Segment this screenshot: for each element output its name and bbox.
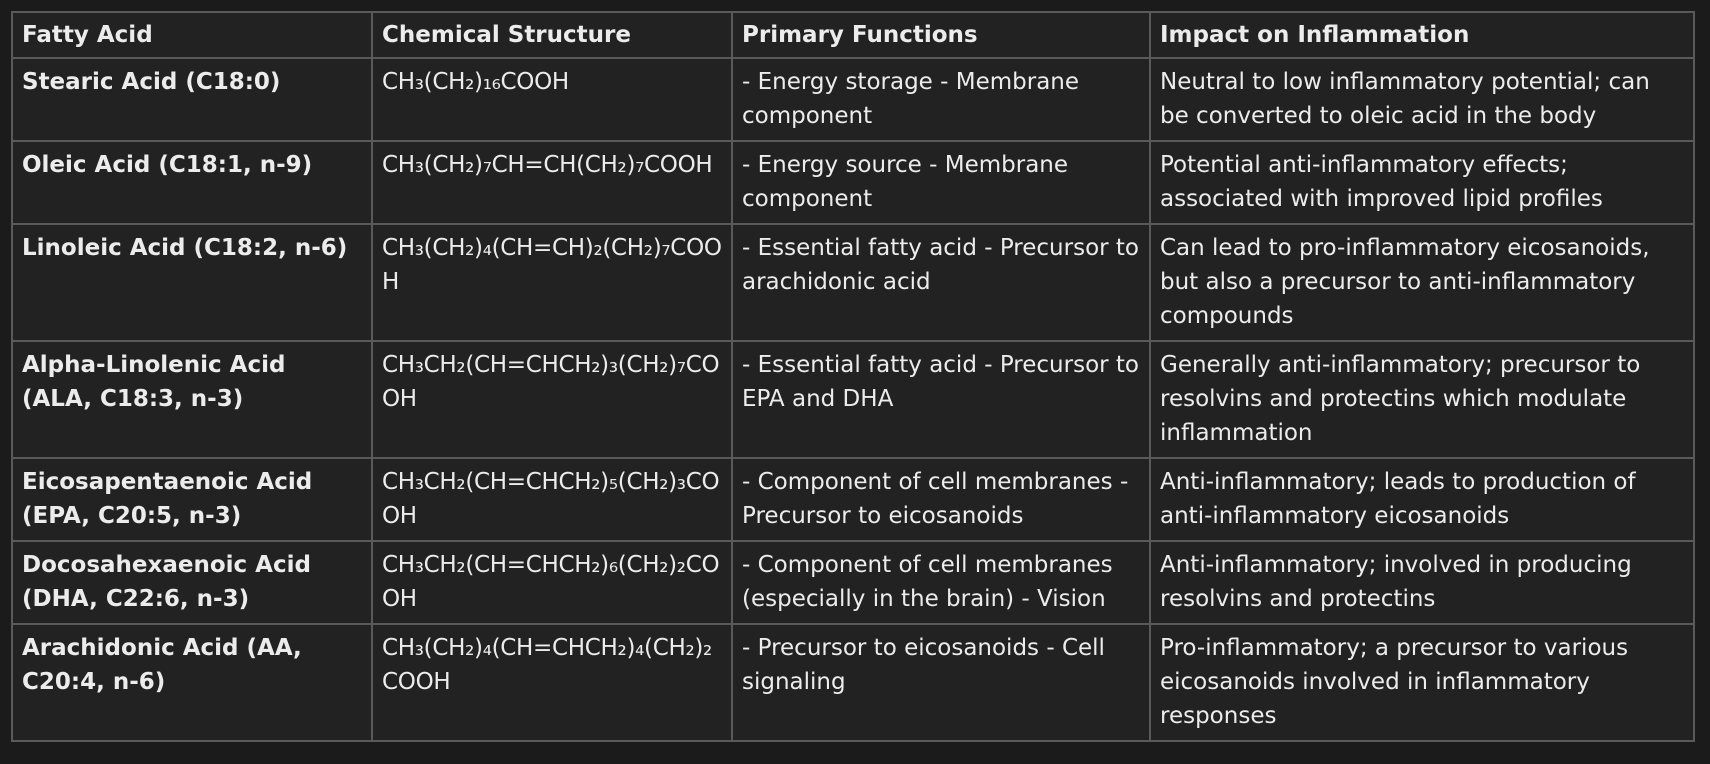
header-chemical-structure: Chemical Structure xyxy=(371,11,733,59)
impact-cell: Generally anti-inflammatory; precursor t… xyxy=(1149,340,1695,459)
impact-cell: Anti-inflammatory; leads to production o… xyxy=(1149,457,1695,542)
impact-cell: Neutral to low inflammatory potential; c… xyxy=(1149,57,1695,142)
structure-cell: CH₃(CH₂)₄(CH=CHCH₂)₄(CH₂)₂COOH xyxy=(371,623,733,742)
fatty-acid-cell: Eicosapentaenoic Acid (EPA, C20:5, n-3) xyxy=(11,457,373,542)
fatty-acid-cell: Alpha-Linolenic Acid (ALA, C18:3, n-3) xyxy=(11,340,373,459)
table-row: Stearic Acid (C18:0) CH₃(CH₂)₁₆COOH - En… xyxy=(11,57,1695,142)
fatty-acid-cell: Docosahexaenoic Acid (DHA, C22:6, n-3) xyxy=(11,540,373,625)
header-row: Fatty Acid Chemical Structure Primary Fu… xyxy=(11,11,1695,59)
fatty-acid-table: Fatty Acid Chemical Structure Primary Fu… xyxy=(11,11,1695,742)
functions-cell: - Component of cell membranes (especiall… xyxy=(731,540,1151,625)
table-row: Arachidonic Acid (AA, C20:4, n-6) CH₃(CH… xyxy=(11,623,1695,742)
fatty-acid-cell: Stearic Acid (C18:0) xyxy=(11,57,373,142)
impact-cell: Pro-inflammatory; a precursor to various… xyxy=(1149,623,1695,742)
fatty-acid-table-container: Fatty Acid Chemical Structure Primary Fu… xyxy=(11,11,1695,742)
structure-cell: CH₃CH₂(CH=CHCH₂)₆(CH₂)₂COOH xyxy=(371,540,733,625)
fatty-acid-cell: Oleic Acid (C18:1, n-9) xyxy=(11,140,373,225)
fatty-acid-cell: Linoleic Acid (C18:2, n-6) xyxy=(11,223,373,342)
structure-cell: CH₃CH₂(CH=CHCH₂)₅(CH₂)₃COOH xyxy=(371,457,733,542)
table-body: Stearic Acid (C18:0) CH₃(CH₂)₁₆COOH - En… xyxy=(11,57,1695,742)
table-row: Linoleic Acid (C18:2, n-6) CH₃(CH₂)₄(CH=… xyxy=(11,223,1695,342)
impact-cell: Can lead to pro-inflammatory eicosanoids… xyxy=(1149,223,1695,342)
header-fatty-acid: Fatty Acid xyxy=(11,11,373,59)
table-row: Eicosapentaenoic Acid (EPA, C20:5, n-3) … xyxy=(11,457,1695,542)
functions-cell: - Energy storage - Membrane component xyxy=(731,57,1151,142)
functions-cell: - Essential fatty acid - Precursor to EP… xyxy=(731,340,1151,459)
structure-cell: CH₃(CH₂)₇CH=CH(CH₂)₇COOH xyxy=(371,140,733,225)
impact-cell: Potential anti-inflammatory effects; ass… xyxy=(1149,140,1695,225)
header-primary-functions: Primary Functions xyxy=(731,11,1151,59)
table-header: Fatty Acid Chemical Structure Primary Fu… xyxy=(11,11,1695,59)
structure-cell: CH₃(CH₂)₁₆COOH xyxy=(371,57,733,142)
functions-cell: - Essential fatty acid - Precursor to ar… xyxy=(731,223,1151,342)
table-row: Docosahexaenoic Acid (DHA, C22:6, n-3) C… xyxy=(11,540,1695,625)
functions-cell: - Component of cell membranes - Precurso… xyxy=(731,457,1151,542)
structure-cell: CH₃(CH₂)₄(CH=CH)₂(CH₂)₇COOH xyxy=(371,223,733,342)
header-impact-on-inflammation: Impact on Inflammation xyxy=(1149,11,1695,59)
impact-cell: Anti-inflammatory; involved in producing… xyxy=(1149,540,1695,625)
functions-cell: - Energy source - Membrane component xyxy=(731,140,1151,225)
structure-cell: CH₃CH₂(CH=CHCH₂)₃(CH₂)₇COOH xyxy=(371,340,733,459)
functions-cell: - Precursor to eicosanoids - Cell signal… xyxy=(731,623,1151,742)
fatty-acid-cell: Arachidonic Acid (AA, C20:4, n-6) xyxy=(11,623,373,742)
table-row: Oleic Acid (C18:1, n-9) CH₃(CH₂)₇CH=CH(C… xyxy=(11,140,1695,225)
table-row: Alpha-Linolenic Acid (ALA, C18:3, n-3) C… xyxy=(11,340,1695,459)
